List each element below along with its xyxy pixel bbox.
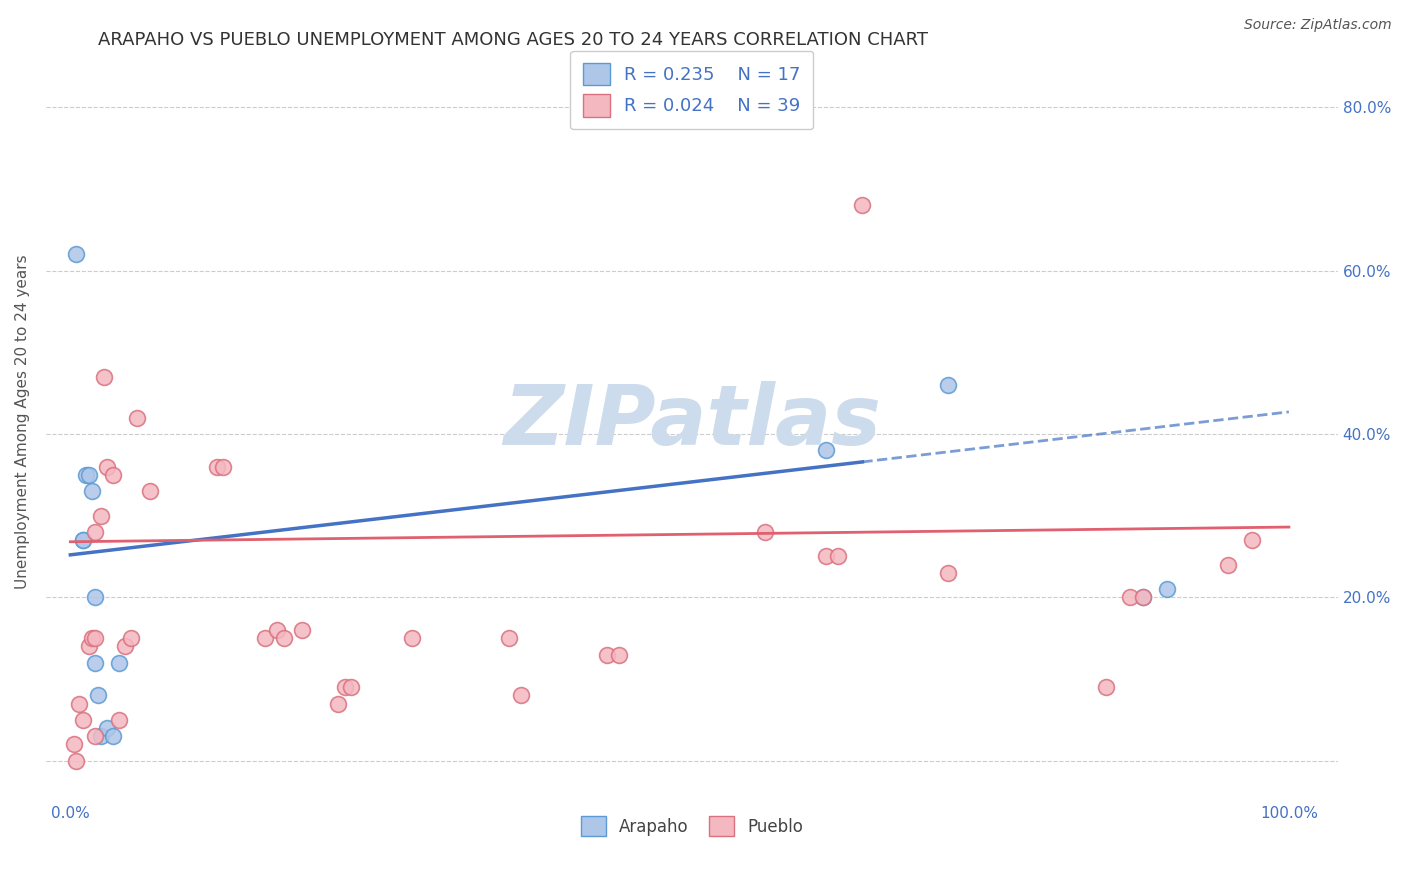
Point (936, 566, 959, 580)
Point (1095, 680, 1118, 694)
Text: ARAPAHO VS PUEBLO UNEMPLOYMENT AMONG AGES 20 TO 24 YEARS CORRELATION CHART: ARAPAHO VS PUEBLO UNEMPLOYMENT AMONG AGE… (98, 31, 928, 49)
Point (607, 648, 630, 662)
Point (1119, 591, 1142, 605)
Point (82, 484, 104, 499)
Point (1132, 591, 1154, 605)
Point (90, 729, 112, 743)
Point (827, 549, 849, 564)
Point (65, 754, 87, 768)
Point (498, 631, 520, 645)
Point (211, 459, 233, 474)
Point (87, 689, 110, 703)
Point (291, 623, 314, 637)
Point (1241, 533, 1264, 548)
Point (333, 680, 356, 694)
Point (83, 591, 105, 605)
Point (814, 549, 837, 564)
Point (266, 623, 288, 637)
Point (595, 648, 617, 662)
Point (108, 656, 131, 670)
Point (936, 378, 959, 392)
Point (77, 467, 100, 482)
Point (1156, 582, 1178, 596)
Point (96, 459, 118, 474)
Point (273, 631, 295, 645)
Point (93, 369, 115, 384)
Point (120, 631, 142, 645)
Point (127, 410, 149, 425)
Point (205, 459, 228, 474)
Point (82, 631, 104, 645)
Point (138, 484, 160, 499)
Point (67, 697, 90, 711)
Point (1132, 591, 1154, 605)
Point (75, 467, 97, 482)
Point (1216, 558, 1239, 572)
Point (63, 738, 86, 752)
Y-axis label: Unemployment Among Ages 20 to 24 years: Unemployment Among Ages 20 to 24 years (15, 254, 30, 589)
Point (77, 640, 100, 654)
Point (83, 656, 105, 670)
Point (65, 247, 87, 261)
Point (72, 533, 94, 548)
Point (814, 443, 837, 458)
Point (108, 713, 131, 727)
Point (851, 198, 873, 212)
Point (90, 508, 112, 523)
Point (401, 631, 423, 645)
Point (101, 729, 124, 743)
Point (96, 721, 118, 735)
Point (72, 713, 94, 727)
Text: ZIPatlas: ZIPatlas (503, 381, 880, 462)
Point (510, 689, 533, 703)
Point (83, 631, 105, 645)
Point (83, 524, 105, 539)
Point (328, 697, 350, 711)
Point (114, 640, 136, 654)
Text: Source: ZipAtlas.com: Source: ZipAtlas.com (1244, 18, 1392, 32)
Point (754, 524, 776, 539)
Point (101, 467, 124, 482)
Point (339, 680, 361, 694)
Point (254, 631, 277, 645)
Point (72, 533, 94, 548)
Legend: Arapaho, Pueblo: Arapaho, Pueblo (571, 806, 813, 847)
Point (83, 729, 105, 743)
